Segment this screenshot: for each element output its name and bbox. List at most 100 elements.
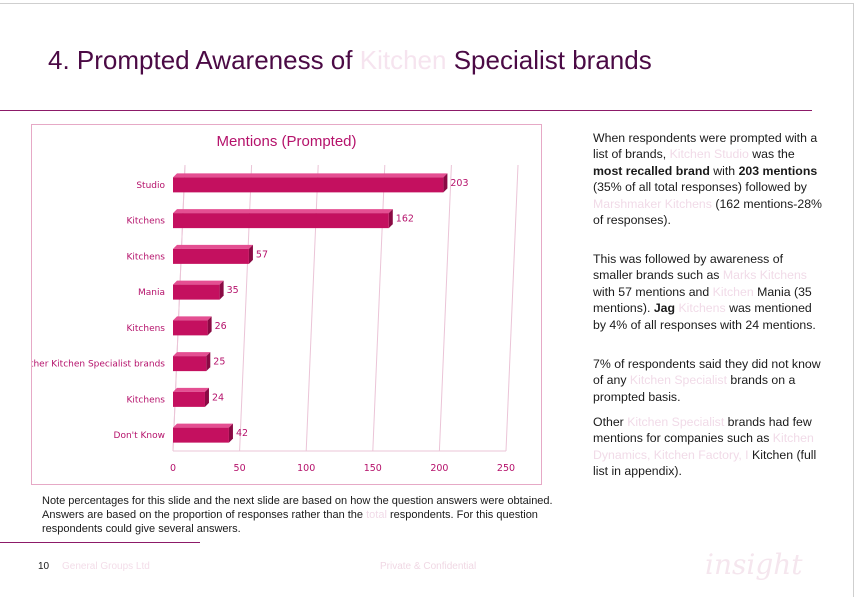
- p3-brand: Kitchen Specialist: [629, 373, 727, 388]
- chart-title: Mentions (Prompted): [216, 133, 357, 150]
- company-name: General Groups Ltd: [62, 561, 150, 572]
- slide-frame-right: [853, 3, 854, 597]
- y-axis-line: [172, 164, 186, 452]
- p4-t2: brands had few mentions for companies su…: [593, 415, 812, 446]
- bar-side-face: [228, 423, 233, 443]
- page-number: 10: [38, 561, 50, 572]
- x-tick-label: 250: [497, 463, 515, 474]
- gridline: [305, 164, 319, 452]
- category-label: Kitchens: [126, 252, 165, 262]
- p1-bold-2: 203 mentions: [738, 163, 818, 178]
- p4-brand: Kitchen Specialist: [627, 415, 725, 429]
- p1-t6: (35% of all total responses) followed by: [593, 180, 807, 195]
- paragraph-3: 7% of respondents said they did not know…: [593, 356, 823, 405]
- bar-value-label: 26: [215, 321, 227, 332]
- gridline: [438, 164, 452, 452]
- slide-title: 4. Prompted Awareness of Kitchen Special…: [48, 45, 652, 76]
- bar-top-face: [173, 423, 233, 428]
- chart-container: Mentions (Prompted) 0 50 100 150 200 250 203 St…: [31, 124, 542, 485]
- footnote: Note percentages for this slide and the …: [42, 494, 562, 536]
- gridline: [372, 164, 386, 452]
- note-a: Note percentages for this slide and the …: [42, 495, 553, 521]
- bar-side-face: [388, 209, 393, 229]
- bar-value-label: 203: [450, 178, 468, 189]
- bar-side-face: [443, 173, 448, 193]
- bar-side-face: [207, 316, 212, 336]
- p2-t4: Mania (35 mentions).: [593, 284, 812, 316]
- bar-value-label: 35: [227, 285, 239, 296]
- bar-value-label: 25: [213, 357, 225, 368]
- bar: [173, 356, 207, 372]
- p1-brand-2: Marshmaker Kitchens: [593, 196, 712, 211]
- x-tick-label: 50: [234, 463, 246, 474]
- p2-brand-2: Kitchen: [712, 284, 754, 299]
- paragraph-1: When respondents were prompted with a li…: [593, 130, 823, 228]
- bar: [173, 427, 229, 443]
- category-label: Kitchens: [126, 324, 165, 334]
- bar-top-face: [173, 209, 393, 214]
- bar: [173, 213, 389, 229]
- bar-value-label: 57: [256, 249, 268, 260]
- p2-bold: Jag: [653, 301, 676, 316]
- p2-brand-3: Kitchens: [678, 301, 726, 316]
- bar-top-face: [173, 280, 224, 285]
- bar-top-face: [173, 387, 209, 392]
- p1-t0: When respondents were prompted with a li…: [593, 131, 818, 162]
- bar-side-face: [219, 280, 224, 300]
- bar-top-face: [173, 244, 253, 249]
- gridline: [239, 164, 253, 452]
- bar-value-label: 24: [212, 392, 224, 403]
- bar-top-face: [173, 173, 448, 178]
- category-label: Kitchens: [126, 395, 165, 405]
- bar: [173, 284, 220, 300]
- p3-t0: 7% of respondents said they did not know…: [593, 357, 821, 388]
- bar-side-face: [206, 352, 211, 372]
- footer-rule: [0, 542, 200, 543]
- bar-chart: 0 50 100 150 200 250 203 Studio 162 Kitchens 57 Kit…: [32, 164, 519, 474]
- title-part-a: Prompted Awareness of: [76, 45, 353, 75]
- title-faint-word: Kitchen: [359, 45, 447, 75]
- x-tick-label: 150: [364, 463, 382, 474]
- bar-side-face: [204, 387, 209, 407]
- bar: [173, 248, 249, 264]
- x-tick-label: 0: [170, 463, 176, 474]
- title-rule: [0, 110, 812, 111]
- p4-t4: Kitchen (full list in appendix).: [593, 447, 817, 479]
- p4-brands-list: Kitchen Dynamics, Kitchen Factory, I: [593, 431, 814, 462]
- p2-brand: Marks Kitchens: [722, 268, 807, 283]
- note-faint: total: [366, 509, 387, 521]
- p2-t2: with 57 mentions and: [593, 284, 710, 299]
- bar-top-face: [173, 316, 212, 321]
- confidentiality-label: Private & Confidential: [380, 561, 477, 572]
- bar-value-label: 162: [396, 214, 414, 225]
- category-label: Kitchens: [126, 217, 165, 227]
- bar: [173, 177, 444, 193]
- p2-t7: was mentioned by 4% of all responses wit…: [593, 301, 816, 332]
- x-tick-label: 100: [297, 463, 315, 474]
- paragraph-4: Other Kitchen Specialist brands had few …: [593, 414, 823, 480]
- bar: [173, 320, 208, 336]
- p4-t0: Other: [593, 415, 624, 429]
- category-label: Studio: [136, 181, 165, 191]
- paragraph-2: This was followed by awareness of smalle…: [593, 251, 823, 333]
- bar: [173, 391, 205, 407]
- bar-top-face: [173, 352, 211, 357]
- title-part-b: Specialist brands: [453, 45, 652, 75]
- slide-frame-top: [0, 3, 854, 4]
- title-number: 4.: [48, 45, 70, 75]
- bar-value-label: 42: [236, 428, 248, 439]
- x-tick-label: 200: [430, 463, 448, 474]
- p1-t4: with: [713, 163, 736, 178]
- category-label: Other Kitchen Specialist brands: [32, 360, 165, 370]
- p1-t2: was the: [752, 147, 795, 162]
- bar-side-face: [248, 244, 253, 264]
- category-label: Don't Know: [114, 431, 165, 441]
- p1-brand: Kitchen Studio: [669, 147, 749, 162]
- p1-t8: (162 mentions-28% of responses).: [593, 196, 822, 228]
- brand-logo: insight: [705, 548, 803, 581]
- p2-t0: This was followed by awareness of smalle…: [593, 252, 784, 283]
- p1-bold-1: most recalled brand: [593, 163, 710, 178]
- category-label: Mania: [138, 288, 165, 298]
- gridline: [505, 164, 519, 452]
- note-b: respondents. For this question responden…: [42, 509, 538, 535]
